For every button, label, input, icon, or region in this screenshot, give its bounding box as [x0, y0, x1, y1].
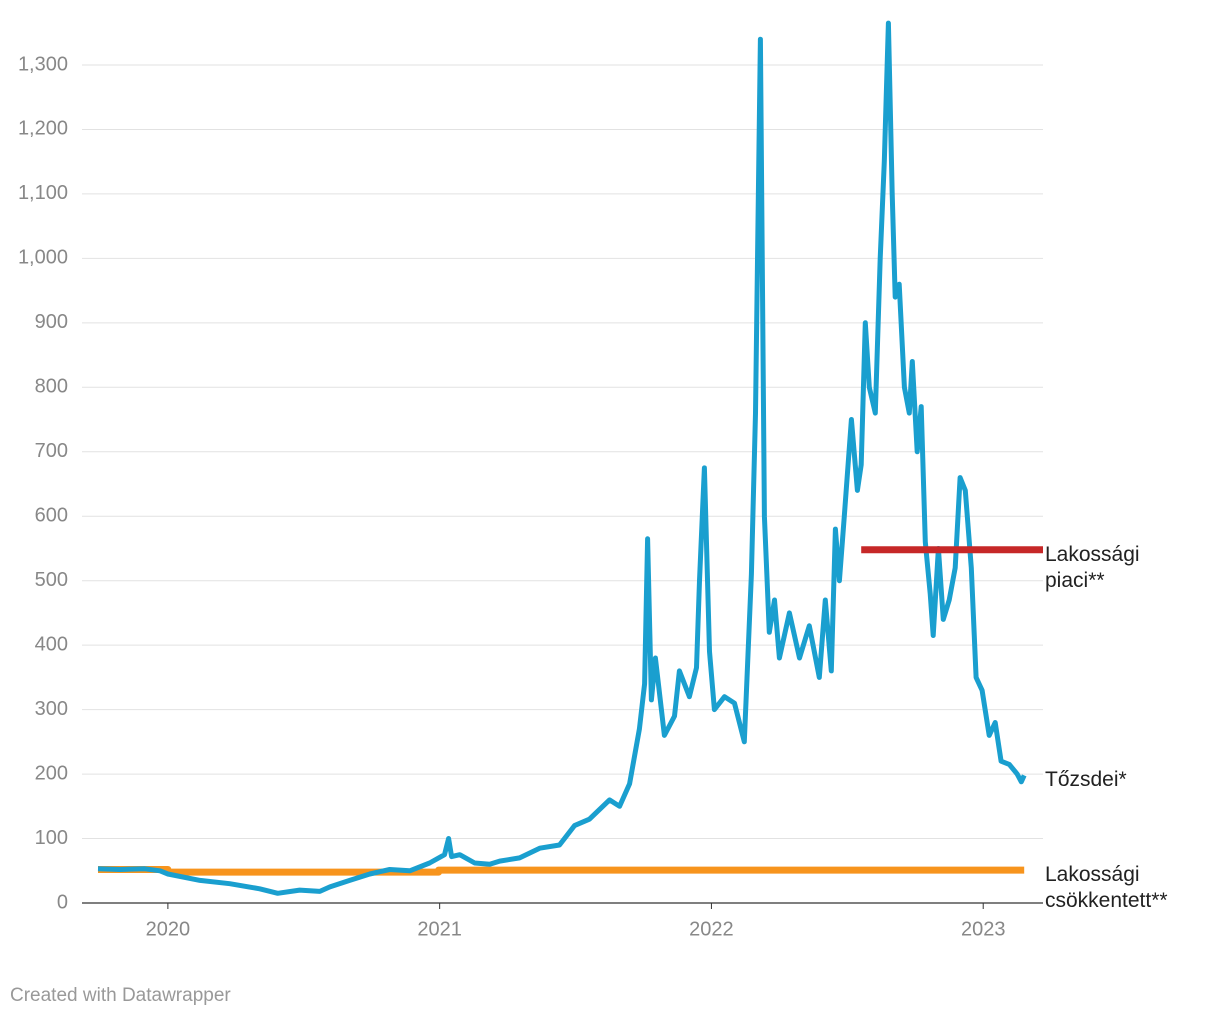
y-tick-label: 300: [35, 698, 68, 720]
y-tick-label: 1,200: [18, 118, 68, 140]
x-tick-label: 2021: [417, 918, 462, 940]
y-tick-label: 1,100: [18, 182, 68, 204]
y-tick-label: 800: [35, 376, 68, 398]
y-tick-label: 900: [35, 311, 68, 333]
y-tick-label: 1,300: [18, 53, 68, 75]
footer: Created with Datawrapper: [10, 985, 231, 1006]
series-label: Lakossági csökkentett**: [1045, 863, 1168, 913]
x-tick-label: 2023: [961, 918, 1006, 940]
y-tick-label: 400: [35, 633, 68, 655]
series-label: Tőzsdei*: [1045, 768, 1127, 792]
y-tick-label: 700: [35, 440, 68, 462]
x-tick-label: 2020: [146, 918, 191, 940]
y-tick-label: 200: [35, 762, 68, 784]
y-tick-label: 100: [35, 827, 68, 849]
y-tick-label: 600: [35, 505, 68, 527]
series-line: [98, 866, 1025, 876]
y-tick-label: 0: [57, 891, 68, 913]
y-tick-label: 500: [35, 569, 68, 591]
series-label: Lakossági piaci**: [1045, 542, 1140, 592]
y-tick-label: 1,000: [18, 247, 68, 269]
series-line: [97, 20, 1027, 896]
x-tick-label: 2022: [689, 918, 734, 940]
